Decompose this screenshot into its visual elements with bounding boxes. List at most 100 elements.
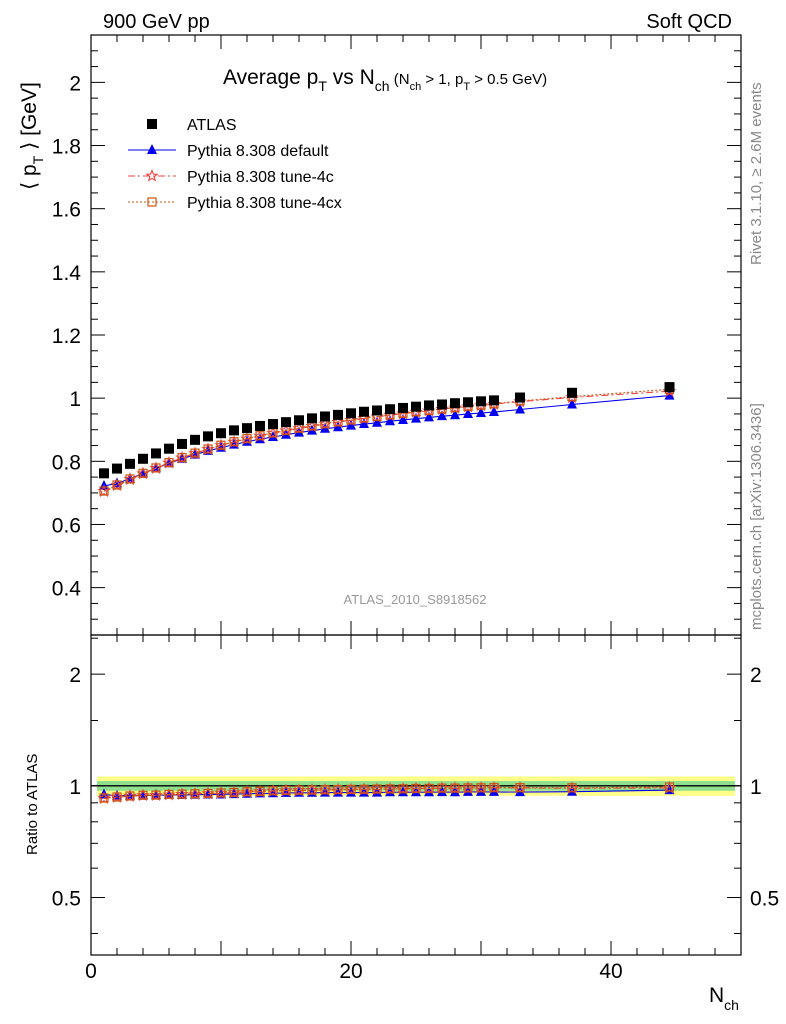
- ratio-data-point: [125, 791, 135, 801]
- y-tick-label: 2: [69, 72, 81, 95]
- ratio-data-point: [216, 788, 226, 798]
- y-tick-label: 1.2: [52, 325, 81, 348]
- data-point: [346, 408, 356, 419]
- y-tick-label: 1.4: [52, 262, 82, 285]
- title-mid: vs N: [327, 66, 375, 89]
- data-point: [398, 413, 408, 424]
- data-point: [489, 406, 499, 417]
- title-cut-c: > 0.5 GeV): [470, 71, 547, 88]
- ratio-data-point: [346, 784, 356, 795]
- ratio-data-point: [99, 793, 109, 803]
- data-point: [242, 433, 252, 444]
- ratio-y-axis-label: Ratio to ATLAS: [24, 754, 41, 855]
- x-axis-label: Nch: [709, 984, 739, 1013]
- ratio-data-point: [489, 785, 499, 796]
- data-point: [411, 412, 421, 423]
- data-point: [112, 463, 122, 474]
- y-tick-label: 1.6: [52, 199, 81, 222]
- ratio-data-point: [398, 784, 408, 794]
- data-point: [372, 416, 382, 427]
- data-point: [450, 398, 460, 409]
- data-point: [125, 458, 135, 469]
- title-sub-ch: ch: [375, 78, 390, 94]
- data-point: [437, 399, 447, 410]
- data-point: [664, 382, 675, 393]
- legend-label: ATLAS: [187, 117, 237, 134]
- legend-label: Pythia 8.308 tune-4c: [187, 169, 334, 186]
- ratio-series-layer: [97, 780, 677, 805]
- ratio-data-point: [424, 783, 434, 794]
- legend-marker: [147, 197, 157, 207]
- data-point: [216, 428, 226, 439]
- ratio-data-point: [567, 783, 577, 793]
- ratio-y-tick-label: 2: [69, 664, 81, 687]
- data-point: [359, 418, 369, 429]
- ratio-series-line: [103, 787, 670, 799]
- data-point: [567, 398, 577, 409]
- ylabel-open: ⟨ p: [18, 164, 41, 190]
- main-chart-title: Average pT vs Nch (Nch > 1, pT > 0.5 GeV…: [223, 66, 547, 94]
- ratio-data-point: [164, 789, 174, 800]
- series-atlas: [99, 382, 675, 479]
- legend-label: Pythia 8.308 tune-4cx: [187, 195, 342, 212]
- ratio-data-point: [476, 785, 486, 796]
- data-point: [476, 396, 486, 407]
- y-tick-label: 0.8: [52, 451, 81, 474]
- data-point: [489, 395, 499, 406]
- x-tick-label: 0: [85, 960, 97, 983]
- data-point: [424, 411, 434, 422]
- ratio-data-point: [450, 783, 460, 793]
- legend-marker: [145, 168, 159, 182]
- ratio-data-point: [268, 786, 278, 796]
- ratio-data-point: [203, 788, 213, 799]
- ratio-data-point: [664, 782, 675, 792]
- ratio-data-point: [333, 784, 343, 795]
- title-cut-sub-t: T: [463, 81, 470, 93]
- ratio-data-point: [372, 784, 382, 794]
- legend-label: Pythia 8.308 default: [187, 143, 329, 160]
- ratio-data-point: [320, 785, 330, 795]
- ratio-series-pythia-8-308-tune-4cx: [99, 782, 675, 803]
- data-point: [164, 457, 174, 468]
- ratio-data-point: [411, 783, 421, 794]
- ylabel-sub: T: [30, 155, 46, 164]
- data-point: [138, 453, 148, 464]
- data-point: [372, 405, 382, 416]
- main-y-axis-label: ⟨ pT ⟩ [GeV]: [18, 82, 46, 190]
- data-point: [255, 420, 265, 431]
- legend: ATLAS Pythia 8.308 default Pythia 8.308 tu…: [128, 117, 342, 212]
- data-point: [567, 387, 577, 398]
- ratio-data-point: [489, 783, 499, 793]
- ylabel-close: ⟩ [GeV]: [18, 82, 41, 156]
- ratio-series-line: [103, 786, 670, 799]
- ratio-data-point: [294, 785, 304, 795]
- data-point: [281, 417, 291, 428]
- x-tick-label: 20: [339, 960, 362, 983]
- header-right: Soft QCD: [646, 11, 732, 33]
- data-point: [346, 419, 356, 430]
- title-sub-t: T: [318, 78, 327, 94]
- ratio-y-tick-label-right: 0.5: [750, 888, 779, 911]
- ratio-data-point: [190, 789, 200, 799]
- data-point: [476, 407, 486, 417]
- data-point: [177, 452, 187, 463]
- data-point: [99, 486, 109, 496]
- series-line: [103, 388, 670, 492]
- data-point: [385, 404, 395, 415]
- ratio-data-point: [138, 790, 148, 800]
- ratio-panel: 0.5 0.51 12 20 20 40 Ratio to ATLAS Nch: [24, 634, 779, 1013]
- data-point: [463, 397, 473, 408]
- header-left: 900 GeV pp: [103, 11, 210, 33]
- title-cut-a: (N: [390, 71, 410, 88]
- data-point: [151, 463, 161, 473]
- ratio-y-tick-label-right: 2: [750, 664, 762, 687]
- ratio-data-point: [255, 786, 265, 797]
- data-point: [112, 477, 122, 488]
- data-point: [307, 413, 317, 424]
- data-point: [229, 437, 239, 447]
- ratio-data-point: [151, 790, 161, 800]
- main-panel: 0.40.60.811.21.41.61.82 Average pT vs Nc…: [18, 34, 742, 636]
- ratio-data-point: [177, 789, 187, 799]
- ratio-data-point: [515, 783, 525, 793]
- y-tick-label: 0.6: [52, 514, 81, 537]
